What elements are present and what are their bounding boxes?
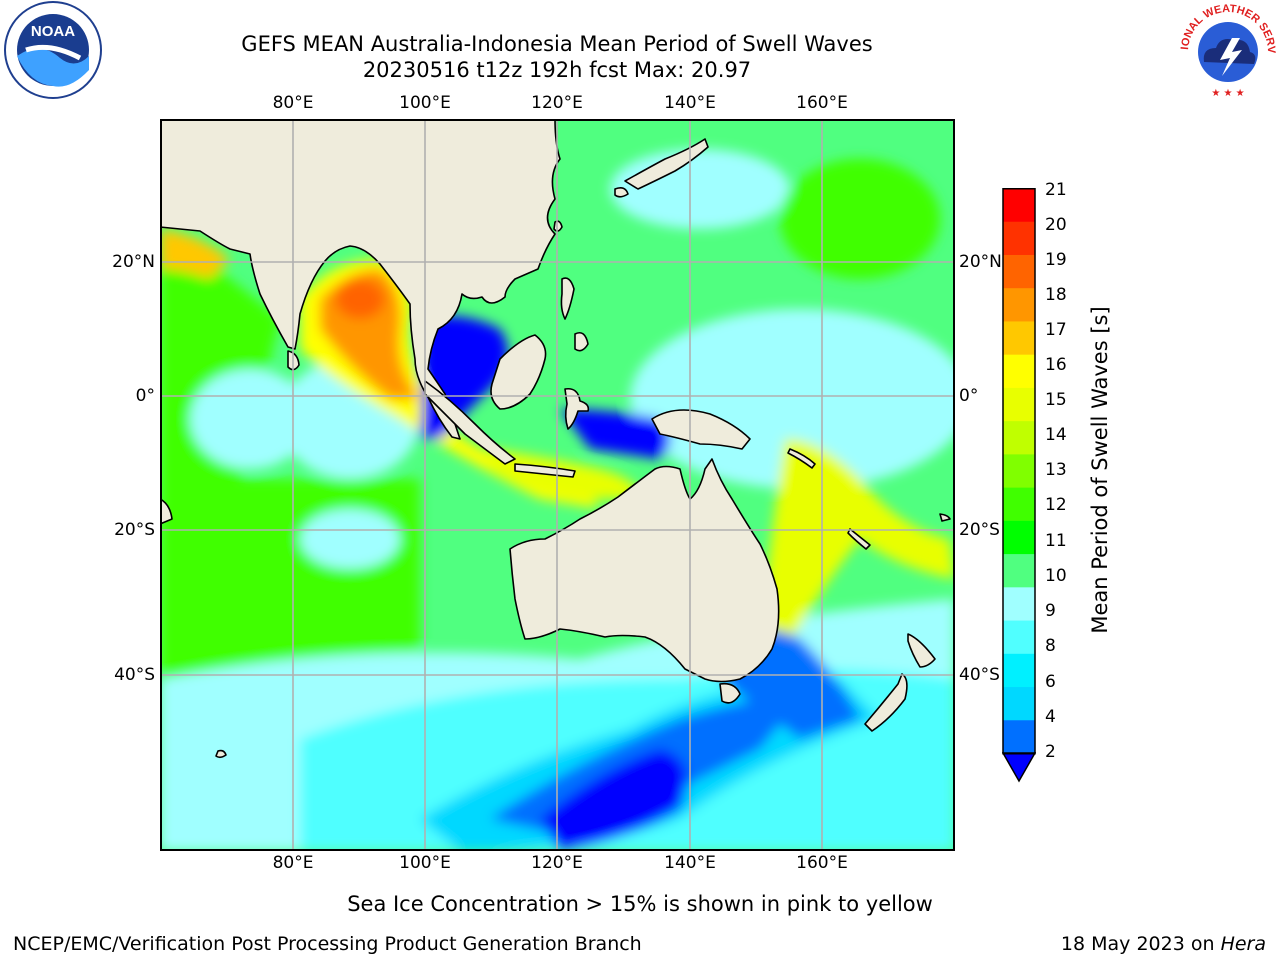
colorbar-swatch [1003, 586, 1035, 621]
colorbar-swatch [1003, 686, 1035, 721]
colorbar-tick: 17 [1045, 320, 1067, 340]
lon-tick-bottom: 160°E [796, 853, 848, 873]
colorbar-tick: 2 [1045, 742, 1056, 762]
date-text: 18 May 2023 on [1060, 933, 1221, 955]
colorbar-swatch [1003, 653, 1035, 688]
colorbar-swatch [1003, 354, 1035, 388]
machine-name: Hera [1220, 933, 1266, 955]
colorbar-swatch [1003, 320, 1035, 355]
lat-tick-right: 0° [959, 386, 979, 406]
colorbar-tick: 10 [1045, 566, 1067, 586]
lon-tick-top: 100°E [399, 93, 451, 113]
colorbar-tick: 13 [1045, 460, 1067, 480]
colorbar-outline [1002, 188, 1036, 755]
colorbar-tick: 14 [1045, 425, 1067, 445]
lat-tick-left: 20°S [114, 520, 155, 540]
credit-line: NCEP/EMC/Verification Post Processing Pr… [13, 933, 642, 955]
lon-tick-top: 80°E [272, 93, 314, 113]
map-subtitle: 20230516 t12z 192h fcst Max: 20.97 [362, 58, 752, 82]
graticule [160, 119, 955, 851]
timestamp: 18 May 2023 on Hera [1061, 932, 1266, 956]
colorbar-tick: 6 [1045, 672, 1056, 692]
lon-tick-top: 160°E [796, 93, 848, 113]
colorbar-tick: 16 [1045, 355, 1067, 375]
colorbar-tick: 4 [1045, 707, 1056, 727]
lon-tick-bottom: 100°E [399, 853, 451, 873]
svg-text:NOAA: NOAA [31, 23, 75, 40]
map-panel[interactable] [159, 118, 970, 851]
lat-tick-left: 40°S [114, 665, 155, 685]
lon-tick-bottom: 140°E [664, 853, 716, 873]
lat-tick-left: 20°N [112, 252, 155, 272]
colorbar-tick: 9 [1045, 601, 1056, 621]
lon-tick-top: 120°E [531, 93, 583, 113]
colorbar-swatch [1003, 221, 1035, 255]
colorbar-ticks: 21 20 19 18 17 16 15 14 13 12 11 10 9 8 … [1045, 180, 1085, 762]
map-title: GEFS MEAN Australia-Indonesia Mean Perio… [241, 32, 873, 56]
colorbar-swatch [1003, 188, 1035, 222]
colorbar-swatch [1003, 387, 1035, 422]
colorbar-tick: 8 [1045, 636, 1056, 656]
colorbar-swatch [1003, 420, 1035, 455]
colorbar-tick: 20 [1045, 215, 1067, 235]
colorbar-swatch [1003, 487, 1035, 521]
colorbar-label: Mean Period of Swell Waves [s] [1088, 306, 1112, 634]
colorbar-extend-triangle [1001, 752, 1037, 783]
colorbar-swatch [1003, 620, 1035, 654]
lon-tick-bottom: 120°E [531, 853, 583, 873]
colorbar-swatch [1003, 254, 1035, 289]
colorbar-tick: 18 [1045, 285, 1067, 305]
colorbar-swatch [1003, 287, 1035, 322]
lon-tick-top: 140°E [664, 93, 716, 113]
colorbar-tick: 11 [1045, 531, 1067, 551]
colorbar-swatch [1003, 719, 1035, 754]
colorbar [1001, 188, 1037, 783]
lat-tick-right: 20°S [959, 520, 1000, 540]
colorbar-tick: 19 [1045, 250, 1067, 270]
colorbar-tick: 21 [1045, 180, 1067, 200]
nws-logo: NATIONAL WEATHER SERVICE ★ ★ ★ [1172, 0, 1280, 102]
colorbar-swatch [1003, 453, 1035, 488]
sea-ice-note: Sea Ice Concentration > 15% is shown in … [347, 892, 933, 916]
lat-tick-right: 40°S [959, 665, 1000, 685]
lat-tick-left: 0° [135, 386, 155, 406]
colorbar-swatches [1001, 188, 1037, 783]
lon-tick-bottom: 80°E [272, 853, 314, 873]
land-masses [159, 118, 951, 759]
colorbar-swatch [1003, 553, 1035, 588]
swell-period-map[interactable] [159, 118, 970, 851]
lat-tick-right: 20°N [959, 252, 1002, 272]
svg-text:★ ★ ★: ★ ★ ★ [1211, 88, 1244, 99]
colorbar-tick: 15 [1045, 390, 1067, 410]
colorbar-tick: 12 [1045, 495, 1067, 515]
colorbar-swatch [1003, 520, 1035, 555]
noaa-logo: NOAA [0, 0, 106, 102]
